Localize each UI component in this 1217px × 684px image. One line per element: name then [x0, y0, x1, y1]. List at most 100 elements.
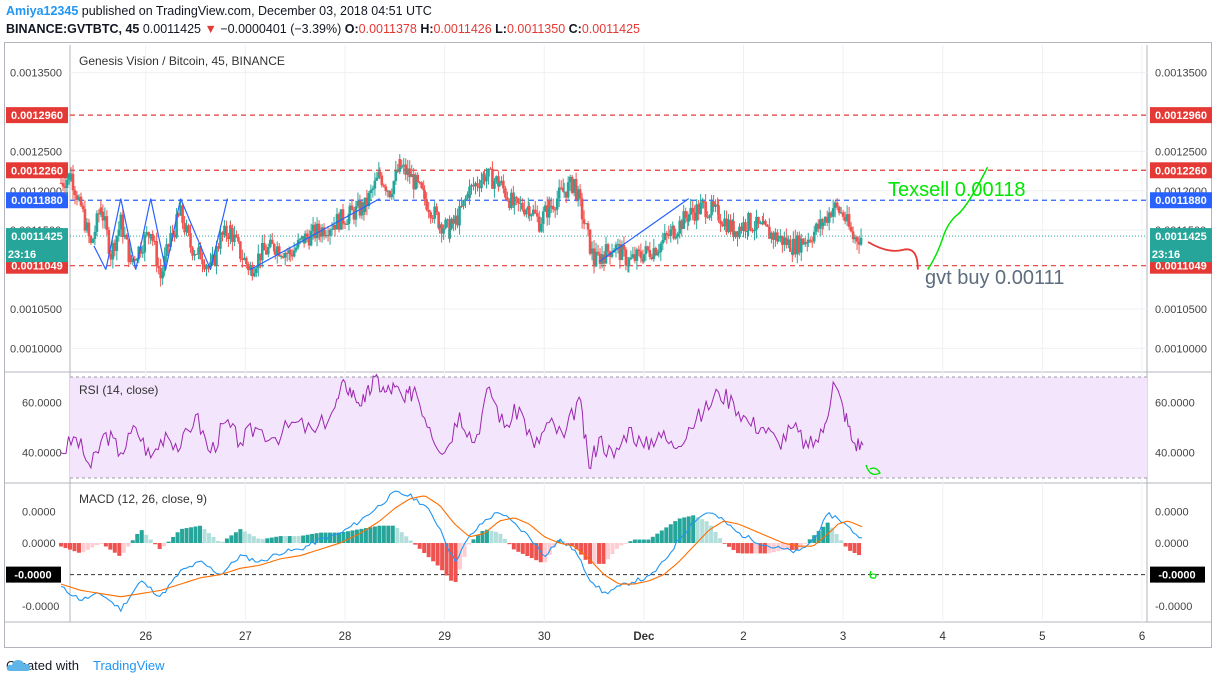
macd-histogram-bar — [99, 543, 104, 544]
macd-histogram-bar — [184, 528, 189, 544]
macd-histogram-bar — [767, 543, 772, 554]
candle-body — [193, 253, 196, 256]
author-link[interactable]: Amiya12345 — [6, 4, 79, 18]
rsi-tick-label-right: 40.0000 — [1155, 448, 1195, 460]
macd-histogram-bar — [480, 530, 485, 544]
candle-body — [448, 228, 451, 239]
macd-histogram-bar — [677, 518, 682, 544]
macd-histogram-bar — [547, 543, 552, 555]
candle-body — [330, 228, 334, 230]
candle-body — [167, 244, 170, 248]
candle-body — [113, 242, 117, 251]
tradingview-link[interactable]: TradingView — [92, 658, 165, 673]
close-value: 0.0011425 — [581, 22, 641, 36]
candle-body — [311, 224, 315, 231]
candle-body — [155, 241, 158, 267]
candle-body — [661, 239, 665, 244]
candle-body — [622, 244, 626, 250]
macd-histogram-bar — [247, 533, 252, 544]
macd-histogram-bar — [112, 543, 117, 553]
candle-body — [855, 237, 859, 242]
candle-body — [531, 209, 535, 215]
candle-body — [620, 244, 624, 261]
candle-body — [408, 168, 412, 178]
macd-histogram-bar — [507, 543, 512, 545]
macd-histogram-bar — [215, 540, 220, 544]
macd-histogram-bar — [220, 541, 225, 544]
candle-body — [523, 209, 526, 215]
macd-histogram-bar — [305, 534, 310, 544]
candle-body — [650, 256, 654, 260]
macd-histogram-bar — [359, 528, 364, 544]
candle-body — [480, 180, 483, 189]
candle-body — [519, 202, 522, 204]
macd-histogram-bar — [794, 543, 799, 550]
candle-body — [328, 229, 332, 236]
candle-body — [181, 205, 184, 223]
candle-body — [131, 258, 135, 262]
texsell-annotation: Texsell 0.00118 — [888, 179, 1026, 201]
candle-body — [753, 229, 756, 232]
candle-body — [135, 259, 139, 261]
rsi-tick-label-left: 40.0000 — [22, 448, 62, 460]
macd-histogram-bar — [337, 532, 342, 544]
candle-body — [723, 218, 726, 227]
macd-level-text-left: -0.0000 — [14, 570, 51, 582]
macd-histogram-bar — [709, 525, 714, 544]
macd-histogram-bar — [180, 528, 185, 544]
candle-body — [555, 198, 559, 210]
price-pane-title: Genesis Vision / Bitcoin, 45, BINANCE — [79, 54, 285, 68]
candle-body — [258, 253, 262, 261]
candle-body — [564, 191, 568, 198]
x-tick-label: 6 — [1139, 631, 1145, 643]
candle-body — [427, 209, 430, 213]
macd-level-text-right: -0.0000 — [1158, 570, 1195, 582]
candle-body — [849, 226, 853, 232]
candle-body — [717, 205, 720, 221]
price-tick-label-right: 0.0010500 — [1155, 304, 1207, 316]
level-tag-text-left: 0.0011049 — [11, 261, 62, 273]
macd-histogram-bar — [260, 539, 265, 544]
candle-body — [442, 228, 445, 234]
candle-body — [61, 183, 65, 187]
macd-histogram-bar — [700, 519, 705, 544]
macd-pane-title: MACD (12, 26, close, 9) — [79, 492, 207, 506]
candle-body — [626, 265, 630, 267]
candle-body — [485, 176, 488, 182]
candle-body — [654, 248, 658, 256]
candle-body — [725, 218, 728, 233]
candle-body — [831, 208, 835, 217]
macd-histogram-bar — [570, 543, 575, 546]
candle-body — [292, 250, 296, 257]
macd-histogram-bar — [614, 543, 619, 549]
candle-body — [270, 239, 274, 244]
macd-histogram-bar — [731, 543, 736, 550]
candle-body — [420, 182, 423, 189]
macd-histogram-bar — [758, 543, 763, 554]
macd-histogram-bar — [606, 543, 611, 560]
candle-body — [433, 206, 436, 219]
candle-body — [818, 219, 822, 229]
candle-body — [821, 222, 825, 227]
x-tick-label: 4 — [940, 631, 947, 643]
macd-histogram-bar — [449, 543, 454, 581]
x-tick-label: 26 — [139, 631, 152, 643]
macd-histogram-bar — [296, 536, 301, 544]
candle-body — [266, 247, 270, 255]
candle-body — [109, 253, 113, 260]
macd-histogram-bar — [408, 540, 413, 544]
candle-body — [693, 212, 696, 221]
level-tag-text-left: 0.0012260 — [11, 165, 63, 177]
candle-body — [646, 246, 650, 250]
macd-histogram-bar — [668, 524, 673, 544]
candle-body — [147, 232, 151, 237]
candle-body — [470, 184, 473, 187]
macd-histogram-bar — [579, 543, 584, 555]
open-label: O: — [344, 22, 359, 36]
macd-histogram-bar — [632, 539, 637, 544]
candle-body — [115, 236, 119, 251]
candle-body — [429, 212, 432, 218]
candle-body — [759, 222, 762, 224]
candle-body — [464, 198, 467, 200]
